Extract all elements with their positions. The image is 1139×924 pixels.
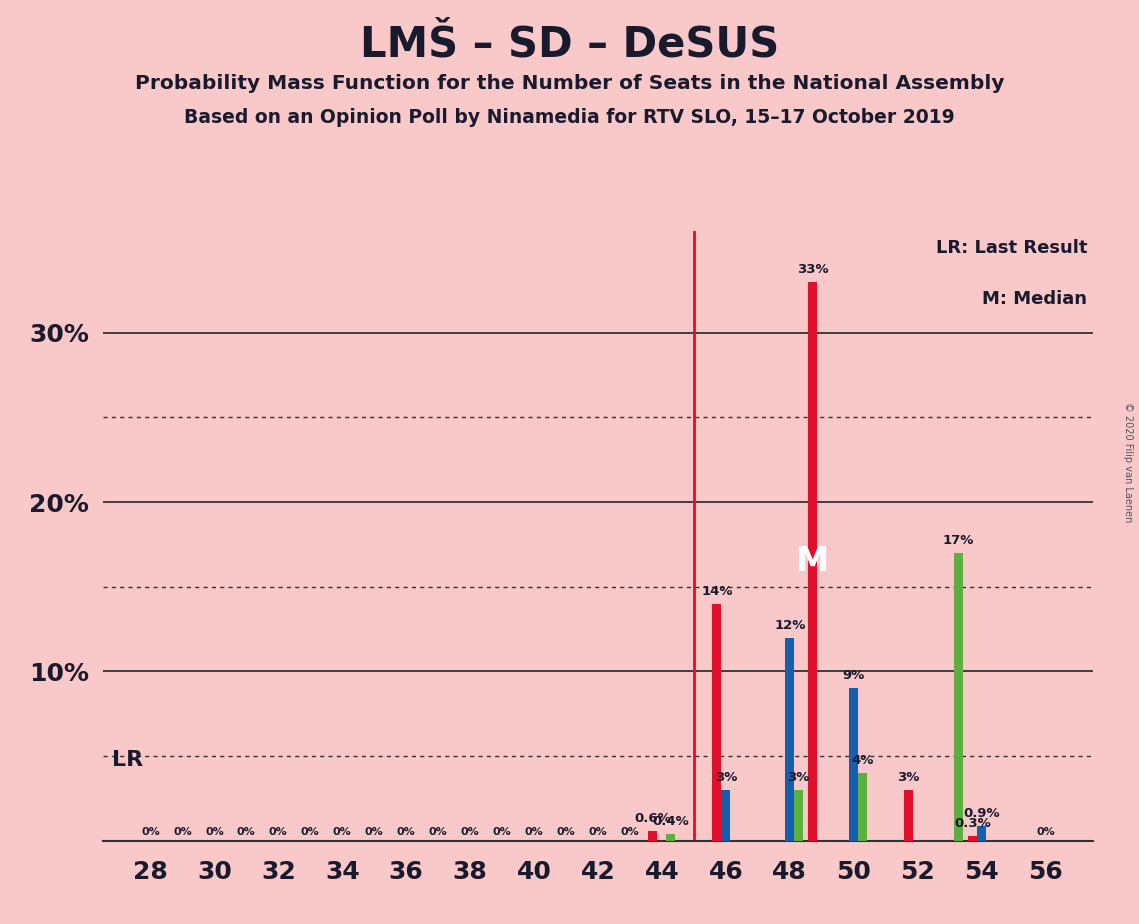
Text: 17%: 17% (943, 534, 974, 547)
Text: 0%: 0% (1036, 827, 1055, 836)
Bar (721, 790, 730, 841)
Text: 0%: 0% (621, 827, 639, 836)
Text: LMŠ – SD – DeSUS: LMŠ – SD – DeSUS (360, 23, 779, 65)
Text: 14%: 14% (702, 585, 732, 598)
Text: Based on an Opinion Poll by Ninamedia for RTV SLO, 15–17 October 2019: Based on an Opinion Poll by Ninamedia fo… (185, 108, 954, 128)
Text: 0%: 0% (461, 827, 480, 836)
Text: 0%: 0% (589, 827, 607, 836)
Bar (712, 603, 721, 841)
Text: 0.3%: 0.3% (954, 817, 991, 830)
Text: 0%: 0% (396, 827, 416, 836)
Bar (858, 773, 867, 841)
Bar (648, 831, 657, 841)
Text: 4%: 4% (852, 754, 874, 767)
Text: 0%: 0% (301, 827, 320, 836)
Text: 0%: 0% (557, 827, 575, 836)
Text: 12%: 12% (775, 619, 805, 632)
Bar (794, 790, 803, 841)
Text: 0%: 0% (269, 827, 288, 836)
Text: 0.6%: 0.6% (634, 812, 671, 825)
Bar (954, 553, 962, 841)
Text: 0%: 0% (428, 827, 448, 836)
Text: 0.4%: 0.4% (653, 815, 689, 828)
Text: 0%: 0% (173, 827, 191, 836)
Text: 0.9%: 0.9% (964, 807, 1000, 820)
Text: 0%: 0% (525, 827, 543, 836)
Text: © 2020 Filip van Laenen: © 2020 Filip van Laenen (1123, 402, 1132, 522)
Text: 0%: 0% (205, 827, 223, 836)
Bar (968, 835, 977, 841)
Bar (666, 834, 675, 841)
Text: 3%: 3% (787, 772, 810, 784)
Text: 0%: 0% (493, 827, 511, 836)
Bar (809, 282, 818, 841)
Bar (785, 638, 794, 841)
Bar (904, 790, 913, 841)
Text: M: Median: M: Median (982, 290, 1087, 309)
Text: 0%: 0% (333, 827, 352, 836)
Text: 33%: 33% (797, 263, 828, 276)
Text: LR: LR (112, 749, 144, 770)
Text: LR: Last Result: LR: Last Result (935, 239, 1087, 258)
Bar (850, 688, 858, 841)
Text: 0%: 0% (237, 827, 256, 836)
Bar (977, 826, 986, 841)
Text: 0%: 0% (141, 827, 159, 836)
Text: M: M (796, 545, 829, 578)
Text: 9%: 9% (843, 670, 865, 683)
Text: 0%: 0% (364, 827, 384, 836)
Text: 3%: 3% (898, 772, 920, 784)
Text: Probability Mass Function for the Number of Seats in the National Assembly: Probability Mass Function for the Number… (134, 74, 1005, 93)
Text: 3%: 3% (714, 772, 737, 784)
